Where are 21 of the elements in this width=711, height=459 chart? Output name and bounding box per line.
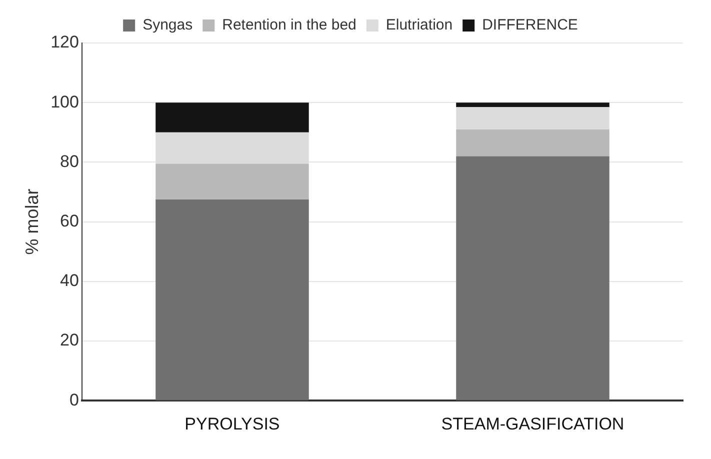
y-tick-label: 40 <box>60 271 79 290</box>
bar <box>456 129 610 156</box>
bar <box>456 107 610 130</box>
legend-label: Retention in the bed <box>222 16 356 34</box>
legend-label: Elutriation <box>386 16 453 34</box>
x-tick-label: PYROLYSIS <box>184 414 280 434</box>
x-tick-label: STEAM-GASIFICATION <box>441 414 624 434</box>
y-tick-label: 0 <box>69 390 79 410</box>
legend-label: Syngas <box>142 16 193 34</box>
bar <box>156 199 309 400</box>
bar <box>156 164 309 200</box>
y-tick-label: 100 <box>50 92 79 112</box>
y-tick-label: 120 <box>50 32 79 52</box>
y-tick-label: 60 <box>60 211 79 230</box>
y-tick-label: 20 <box>60 330 79 350</box>
y-axis-title: % molar <box>22 188 42 255</box>
bar <box>456 102 610 108</box>
bar <box>156 102 309 132</box>
legend-label: DIFFERENCE <box>482 16 578 34</box>
bar <box>456 156 610 400</box>
y-tick-label: 80 <box>60 152 79 171</box>
